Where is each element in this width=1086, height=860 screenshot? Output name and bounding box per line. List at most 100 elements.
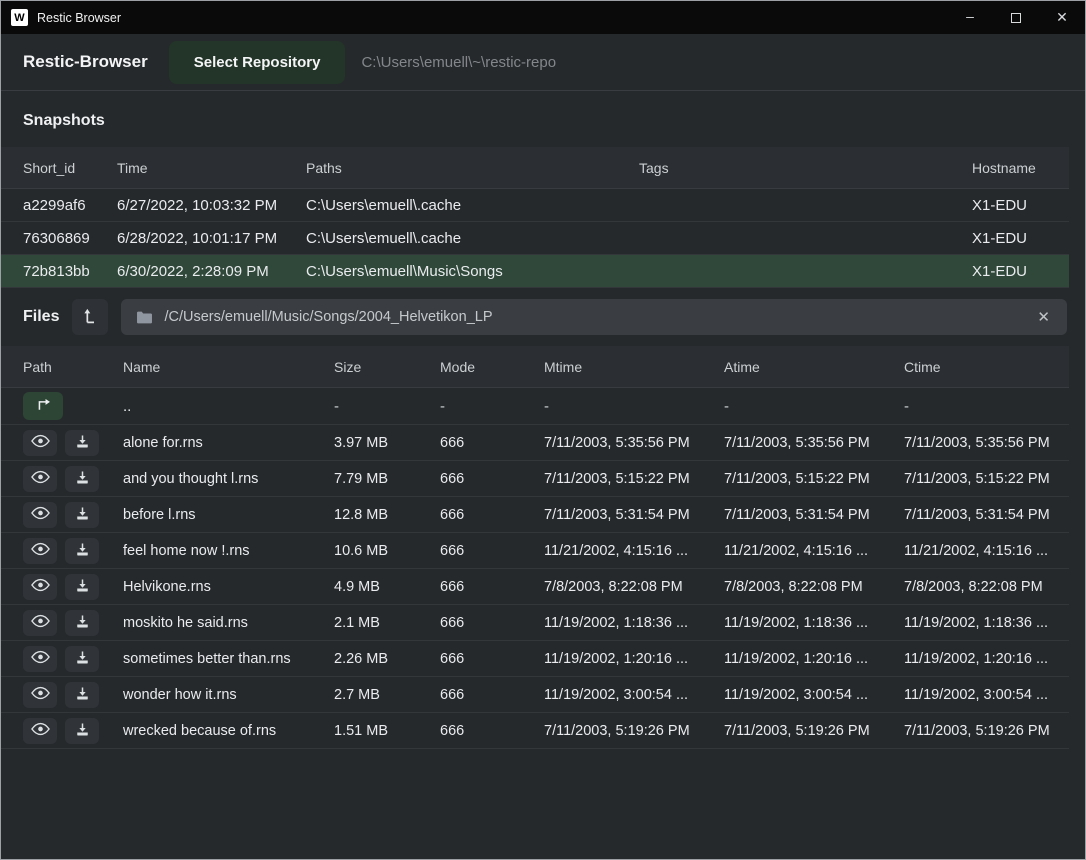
snapshot-hostname: X1-EDU <box>972 229 1028 247</box>
download-icon <box>75 542 90 560</box>
download-icon <box>75 650 90 668</box>
file-ctime: 7/11/2003, 5:35:56 PM <box>904 434 1050 451</box>
maximize-button[interactable] <box>993 1 1039 34</box>
col-ctime: Ctime <box>904 358 941 375</box>
download-button[interactable] <box>65 645 99 672</box>
snapshot-row[interactable]: 76306869 6/28/2022, 10:01:17 PM C:\Users… <box>1 222 1069 255</box>
file-mode: 666 <box>440 722 465 739</box>
file-atime: 7/11/2003, 5:35:56 PM <box>724 434 870 451</box>
file-size: 10.6 MB <box>334 542 388 559</box>
download-button[interactable] <box>65 573 99 600</box>
download-button[interactable] <box>65 681 99 708</box>
file-actions <box>23 681 123 708</box>
download-button[interactable] <box>65 537 99 564</box>
file-mtime: 7/11/2003, 5:31:54 PM <box>544 506 690 523</box>
file-mode: 666 <box>440 578 465 595</box>
select-repository-button[interactable]: Select Repository <box>168 40 346 84</box>
preview-button[interactable] <box>23 645 57 672</box>
preview-button[interactable] <box>23 537 57 564</box>
snapshots-title: Snapshots <box>23 112 105 129</box>
file-mode: 666 <box>440 650 465 667</box>
file-mtime: 11/21/2002, 4:15:16 ... <box>544 542 689 559</box>
preview-button[interactable] <box>23 717 57 744</box>
file-name: feel home now !.rns <box>123 542 250 559</box>
file-row[interactable]: Helvikone.rns 4.9 MB 666 7/8/2003, 8:22:… <box>1 569 1069 605</box>
col-size: Size <box>334 358 362 375</box>
clear-path-button[interactable]: ✕ <box>1035 308 1052 326</box>
preview-button[interactable] <box>23 465 57 492</box>
file-ctime: 7/11/2003, 5:19:26 PM <box>904 722 1050 739</box>
snapshot-paths: C:\Users\emuell\.cache <box>306 229 462 247</box>
snapshot-time: 6/30/2022, 2:28:09 PM <box>117 262 269 280</box>
minimize-button[interactable]: – <box>947 1 993 34</box>
preview-button[interactable] <box>23 501 57 528</box>
file-atime: 7/11/2003, 5:19:26 PM <box>724 722 870 739</box>
snapshot-row-selected[interactable]: 72b813bb 6/30/2022, 2:28:09 PM C:\Users\… <box>1 255 1069 288</box>
parent-directory-row[interactable]: .. - - - - - <box>1 388 1069 425</box>
download-icon <box>75 614 90 632</box>
parent-actions <box>23 392 123 420</box>
download-button[interactable] <box>65 429 99 456</box>
close-icon: ✕ <box>1056 9 1068 25</box>
file-atime: - <box>724 397 729 415</box>
eye-icon <box>30 578 50 595</box>
file-name: .. <box>123 397 132 415</box>
files-title: Files <box>23 308 60 325</box>
download-button[interactable] <box>65 501 99 528</box>
eye-icon <box>30 686 50 703</box>
file-atime: 11/19/2002, 3:00:54 ... <box>724 686 869 703</box>
go-up-button[interactable] <box>23 392 63 420</box>
col-path: Path <box>23 358 52 375</box>
download-icon <box>75 434 90 452</box>
file-row[interactable]: feel home now !.rns 10.6 MB 666 11/21/20… <box>1 533 1069 569</box>
tree-view-button[interactable] <box>72 299 109 335</box>
download-button[interactable] <box>65 465 99 492</box>
preview-button[interactable] <box>23 609 57 636</box>
file-row[interactable]: and you thought l.rns 7.79 MB 666 7/11/2… <box>1 461 1069 497</box>
tree-view-icon <box>82 308 98 327</box>
file-row[interactable]: before l.rns 12.8 MB 666 7/11/2003, 5:31… <box>1 497 1069 533</box>
file-actions <box>23 717 123 744</box>
file-actions <box>23 429 123 456</box>
files-toolbar: Files /C/Users/emuell/Music/Songs/2004_H… <box>1 298 1067 336</box>
file-row[interactable]: moskito he said.rns 2.1 MB 666 11/19/200… <box>1 605 1069 641</box>
download-icon <box>75 686 90 704</box>
window-title: Restic Browser <box>37 10 122 25</box>
preview-button[interactable] <box>23 681 57 708</box>
eye-icon <box>30 614 50 631</box>
file-name: alone for.rns <box>123 434 203 451</box>
file-ctime: 11/19/2002, 3:00:54 ... <box>904 686 1049 703</box>
files-table-header: Path Name Size Mode Mtime Atime Ctime <box>1 346 1069 388</box>
eye-icon <box>30 650 50 667</box>
preview-button[interactable] <box>23 429 57 456</box>
files-path-bar[interactable]: /C/Users/emuell/Music/Songs/2004_Helveti… <box>121 299 1067 335</box>
file-row[interactable]: wonder how it.rns 2.7 MB 666 11/19/2002,… <box>1 677 1069 713</box>
file-size: 2.26 MB <box>334 650 388 667</box>
snapshot-row[interactable]: a2299af6 6/27/2022, 10:03:32 PM C:\Users… <box>1 189 1069 222</box>
file-size: - <box>334 397 339 415</box>
file-size: 3.97 MB <box>334 434 388 451</box>
app-header: Restic-Browser Select Repository C:\User… <box>1 34 1085 91</box>
file-mode: 666 <box>440 434 465 451</box>
snapshot-paths: C:\Users\emuell\.cache <box>306 196 462 214</box>
eye-icon <box>30 470 50 487</box>
file-mode: 666 <box>440 470 465 487</box>
file-atime: 7/8/2003, 8:22:08 PM <box>724 578 863 595</box>
file-mode: 666 <box>440 542 465 559</box>
close-button[interactable]: ✕ <box>1039 1 1085 34</box>
download-icon <box>75 578 90 596</box>
snapshot-short-id: 72b813bb <box>23 262 90 280</box>
snapshot-hostname: X1-EDU <box>972 262 1028 280</box>
app-icon: W <box>11 9 28 26</box>
download-button[interactable] <box>65 609 99 636</box>
file-row[interactable]: wrecked because of.rns 1.51 MB 666 7/11/… <box>1 713 1069 749</box>
clear-icon: ✕ <box>1037 309 1050 326</box>
file-name: Helvikone.rns <box>123 578 211 595</box>
file-row[interactable]: sometimes better than.rns 2.26 MB 666 11… <box>1 641 1069 677</box>
preview-button[interactable] <box>23 573 57 600</box>
file-mtime: 11/19/2002, 1:18:36 ... <box>544 614 689 631</box>
file-row[interactable]: alone for.rns 3.97 MB 666 7/11/2003, 5:3… <box>1 425 1069 461</box>
snapshots-table-header: Short_id Time Paths Tags Hostname <box>1 147 1069 189</box>
download-button[interactable] <box>65 717 99 744</box>
